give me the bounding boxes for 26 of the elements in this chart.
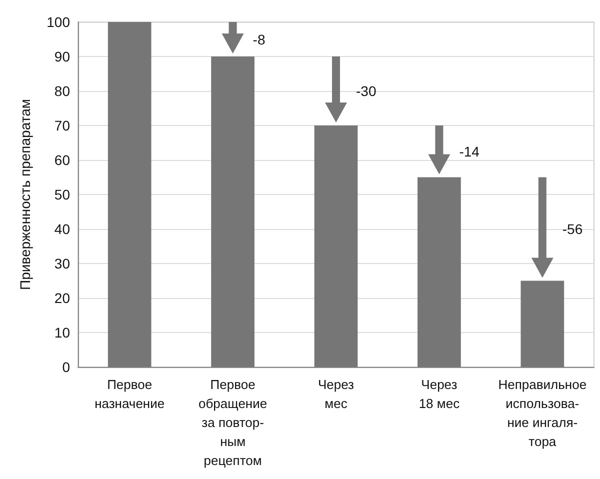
- bar: [520, 280, 564, 367]
- y-tick-label: 10: [54, 324, 70, 340]
- annotation: -56: [562, 221, 583, 237]
- annotation: -8: [252, 31, 266, 48]
- x-tick-label: Первое назначение: [94, 377, 165, 411]
- x-tick-label: Через мес: [318, 377, 354, 411]
- bar: [418, 177, 461, 367]
- y-tick-label: 20: [54, 290, 70, 306]
- x-tick-label: Неправильное использова- ние ингаля- тора: [498, 377, 587, 449]
- y-axis-title: Приверженность препаратам: [17, 99, 33, 290]
- bar: [211, 56, 254, 367]
- y-tick-label: 0: [62, 359, 70, 375]
- y-tick-label: 60: [54, 152, 70, 168]
- y-tick-label: 90: [54, 48, 70, 64]
- y-tick-label: 70: [54, 118, 70, 134]
- y-tick-label: 30: [54, 256, 70, 272]
- x-tick-label: Первое обращение за повтор- ным рецептом: [198, 377, 268, 468]
- annotation: -30: [356, 83, 376, 99]
- y-tick-label: 40: [54, 221, 70, 237]
- annotation: -14: [459, 143, 480, 160]
- bar: [108, 22, 152, 367]
- y-tick-label: 80: [54, 83, 70, 99]
- bar: [314, 126, 358, 367]
- y-tick-label: 50: [54, 186, 70, 202]
- y-tick-label: 100: [46, 14, 70, 30]
- x-tick-label: Через 18 мес: [418, 377, 460, 411]
